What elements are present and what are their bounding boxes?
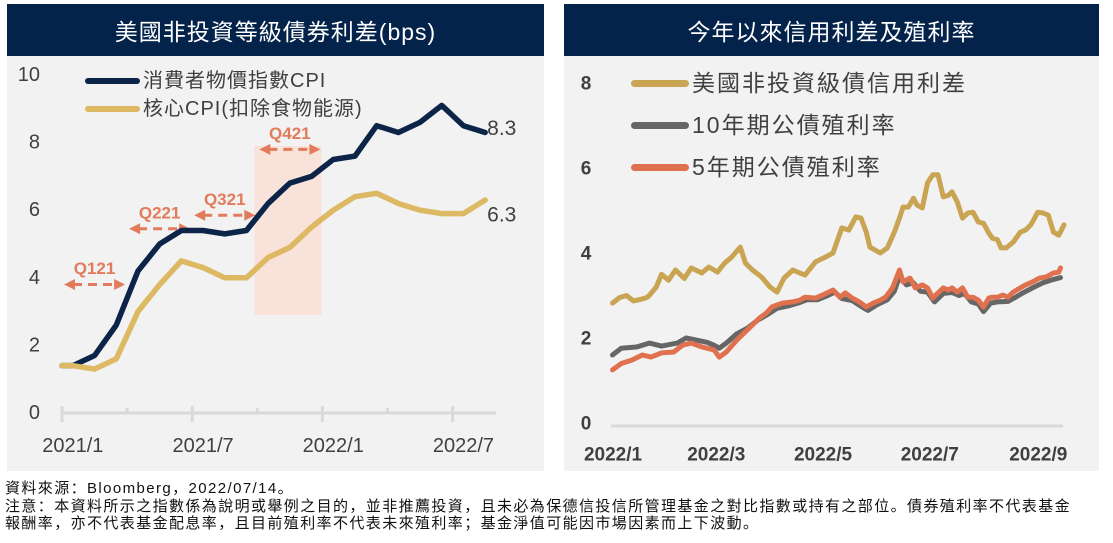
y-axis-labels: 0 2 4 6 8 [581, 74, 592, 435]
legend-label-5y-yield: 5年期公債殖利率 [692, 154, 882, 180]
legend-swatch-5y-yield [631, 163, 689, 171]
x-tick-label: 2022/1 [584, 445, 643, 466]
arrow-left-head-icon [129, 223, 141, 235]
arrow-right-head-icon [309, 143, 321, 155]
x-axis-labels: 2021/1 2021/7 2022/1 2022/7 [42, 435, 494, 457]
disclaimer-line-2: 報酬率，亦不代表基金配息率，且目前殖利率不代表未來殖利率；基金淨值可能因市場因素… [5, 515, 760, 532]
legend-item-10y-yield: 10年期公債殖利率 [631, 111, 897, 139]
quarter-label: Q321 [204, 190, 246, 209]
legend-label-10y-yield: 10年期公債殖利率 [692, 112, 897, 138]
legend-item-5y-yield: 5年期公債殖利率 [631, 153, 882, 181]
footnotes: 資料來源：Bloomberg，2022/07/14。 注意：本資料所示之指數係為… [5, 480, 1071, 533]
x-tick-label: 2022/9 [1009, 445, 1067, 466]
quarter-range-arrow [259, 143, 321, 155]
arrow-left-head-icon [194, 209, 206, 221]
legend-item-core-cpi: 核心CPI(扣除食物能源) [85, 96, 363, 122]
x-tick-label: 2022/7 [901, 445, 959, 466]
series-line-cpi [59, 102, 488, 369]
legend-swatch-cpi [85, 78, 140, 84]
quarter-label: Q421 [269, 124, 311, 143]
series-line-5y-yield [610, 265, 1063, 373]
disclaimer-line-1: 注意：本資料所示之指數係為說明或舉例之目的，並非推薦投資，且未必為保德信投信所管… [5, 497, 1072, 515]
x-tick-label: 2022/1 [303, 435, 364, 457]
arrow-right-head-icon [244, 209, 256, 221]
y-axis-labels: 0 2 4 6 8 10 [18, 64, 40, 424]
y-tick-label: 0 [581, 414, 592, 435]
quarter-range-arrow [64, 279, 126, 291]
legend-label-cpi: 消費者物價指數CPI [143, 70, 327, 92]
y-tick-label: 2 [581, 329, 592, 350]
x-tick-label: 2021/7 [172, 435, 233, 457]
y-tick-label: 0 [29, 402, 40, 424]
y-tick-label: 10 [18, 64, 40, 86]
y-tick-label: 6 [581, 159, 592, 180]
series-line-hy-spread [610, 172, 1067, 306]
legend-label-hy-spread: 美國非投資級債信用利差 [692, 70, 967, 96]
end-value-label: 8.3 [487, 117, 516, 140]
y-tick-label: 8 [29, 132, 40, 154]
legend-label-core-cpi: 核心CPI(扣除食物能源) [143, 98, 363, 120]
series-line-core-cpi [59, 190, 488, 372]
legend-item-cpi: 消費者物價指數CPI [85, 68, 326, 94]
cpi-chart-header: 美國非投資等級債券利差(bps) [7, 4, 544, 56]
spread-yield-line-chart: 0 2 4 6 8 2022/1 2022/3 2022/5 2022/7 2022/9 [581, 74, 1068, 466]
legend-swatch-10y-yield [631, 121, 689, 129]
y-tick-label: 6 [29, 199, 40, 221]
source-note: 資料來源：Bloomberg，2022/07/14。 [5, 480, 295, 497]
arrow-left-head-icon [259, 143, 271, 155]
y-tick-label: 8 [581, 74, 592, 95]
end-value-label: 6.3 [487, 204, 516, 227]
x-tick-label: 2022/7 [433, 435, 494, 457]
quarter-label: Q121 [74, 259, 116, 278]
x-axis-labels: 2022/1 2022/3 2022/5 2022/7 2022/9 [584, 445, 1067, 466]
y-tick-label: 4 [581, 244, 592, 265]
quarter-label: Q221 [139, 203, 181, 222]
spread-yield-chart-header: 今年以來信用利差及殖利率 [564, 4, 1099, 56]
quarter-annotations: Q121 Q221 Q321 Q421 [64, 124, 321, 291]
arrow-right-head-icon [114, 279, 126, 291]
y-tick-label: 2 [29, 334, 40, 356]
x-tick-label: 2022/5 [794, 445, 853, 466]
legend-swatch-hy-spread [631, 79, 689, 87]
series-line-10y-yield [610, 273, 1063, 358]
x-tick-label: 2021/1 [42, 435, 103, 457]
quarter-range-arrow [194, 209, 256, 221]
legend-swatch-core-cpi [85, 106, 140, 112]
spread-yield-chart-title: 今年以來信用利差及殖利率 [687, 19, 976, 45]
cpi-chart-title: 美國非投資等級債券利差(bps) [114, 19, 437, 45]
legend-item-hy-spread: 美國非投資級債信用利差 [631, 69, 967, 97]
x-tick-label: 2022/3 [687, 445, 745, 466]
arrow-left-head-icon [64, 279, 75, 291]
y-tick-label: 4 [29, 267, 40, 289]
